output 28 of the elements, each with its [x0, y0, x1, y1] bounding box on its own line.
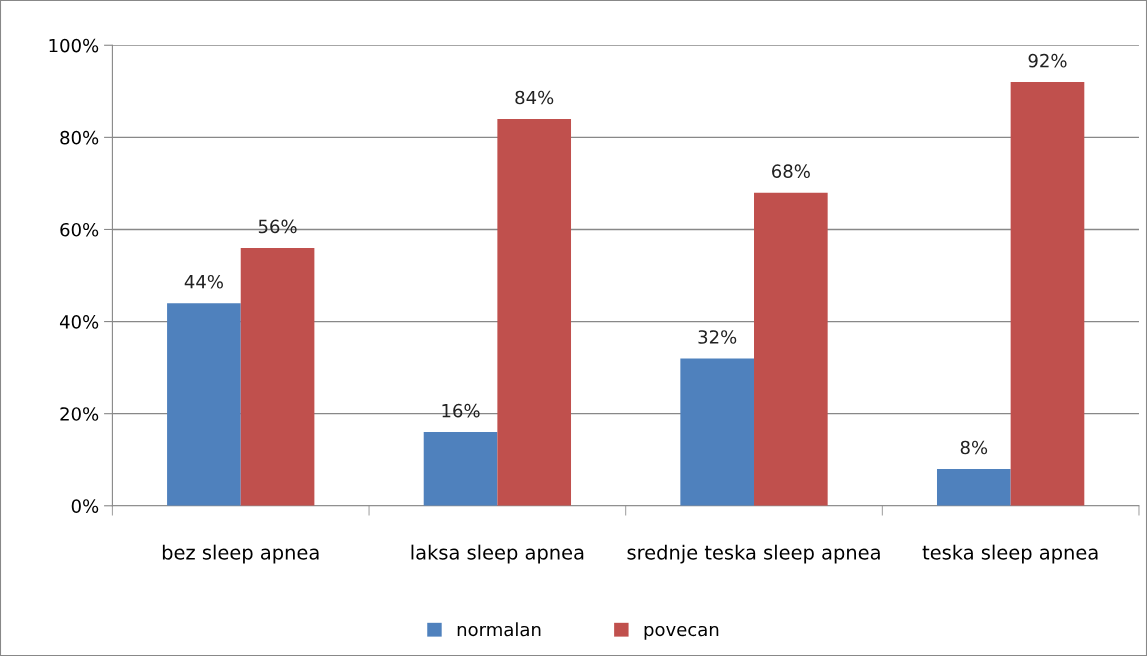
- bar: [167, 303, 241, 506]
- bar: [1010, 82, 1085, 506]
- data-label: 16%: [442, 403, 480, 418]
- x-tick-label: teska sleep apnea: [922, 544, 1098, 564]
- x-tick-label: laksa sleep apnea: [411, 544, 584, 564]
- legend-label: normalan: [457, 622, 541, 637]
- y-tick-label: 80%: [60, 130, 99, 145]
- bar: [240, 247, 315, 506]
- data-label: 32%: [698, 330, 737, 344]
- bar: [680, 358, 755, 506]
- y-tick-label: 40%: [59, 315, 99, 329]
- bar: [936, 468, 1011, 506]
- data-label: 56%: [258, 219, 297, 234]
- y-tick-label: 20%: [60, 407, 99, 421]
- y-tick-label: 0%: [71, 499, 99, 513]
- legend-label: povecan: [644, 625, 719, 640]
- y-tick-label: 60%: [60, 222, 99, 237]
- x-tick-label: srednje teska sleep apnea: [627, 544, 880, 564]
- bar: [497, 118, 572, 506]
- data-label: 84%: [515, 90, 554, 105]
- data-label: 8%: [960, 440, 988, 455]
- data-label: 44%: [184, 274, 223, 289]
- data-label: 68%: [772, 164, 810, 179]
- bar: [423, 432, 498, 506]
- x-tick-label: bez sleep apnea: [162, 544, 319, 564]
- bar: [754, 192, 828, 506]
- y-tick-label: 100%: [49, 38, 99, 53]
- data-label: 92%: [1028, 53, 1067, 68]
